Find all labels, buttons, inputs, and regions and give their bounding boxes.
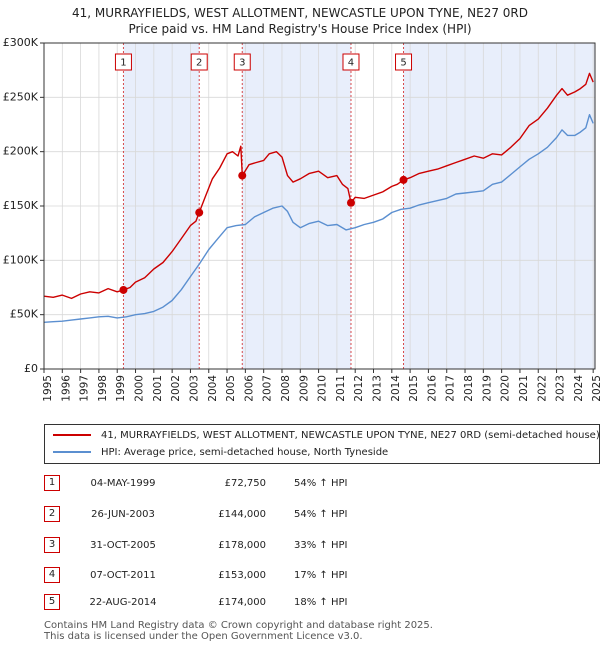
hpi-line — [43, 113, 594, 323]
x-tick-label: 2008 — [280, 375, 292, 402]
sale-point — [346, 198, 355, 207]
x-tick-label: 2016 — [426, 375, 438, 402]
sale-label: 5 — [400, 58, 406, 69]
x-tick-label: 2024 — [573, 375, 585, 402]
x-tick-label: 2015 — [408, 375, 420, 402]
sale-label-box — [342, 53, 360, 71]
footer: Contains HM Land Registry data © Crown c… — [44, 620, 433, 642]
transaction-number: 2 — [44, 506, 60, 522]
x-tick-label: 1996 — [60, 375, 72, 402]
legend: 41, MURRAYFIELDS, WEST ALLOTMENT, NEWCAS… — [44, 424, 600, 464]
transaction-date: 04-MAY-1999 — [90, 478, 156, 489]
legend-item-property: 41, MURRAYFIELDS, WEST ALLOTMENT, NEWCAS… — [53, 428, 600, 444]
x-tick-label: 1995 — [42, 375, 54, 402]
sale-point — [399, 175, 408, 184]
chart-title: 41, MURRAYFIELDS, WEST ALLOTMENT, NEWCAS… — [71, 6, 529, 20]
transaction-price: £174,000 — [218, 597, 266, 608]
x-tick-label: 2011 — [335, 375, 347, 402]
transaction-number: 1 — [44, 475, 60, 491]
x-tick-label: 2022 — [536, 375, 548, 402]
x-tick-label: 2020 — [500, 375, 512, 402]
x-tick-label: 2003 — [188, 375, 200, 402]
y-tick-label: £250K — [3, 90, 39, 103]
transaction-hpi: 54% ↑ HPI — [294, 478, 348, 489]
x-tick-label: 2005 — [225, 375, 237, 402]
sale-label-box — [233, 53, 251, 71]
x-tick-label: 2021 — [518, 375, 530, 402]
transaction-hpi: 54% ↑ HPI — [294, 509, 348, 520]
transaction-number: 5 — [44, 594, 60, 610]
transaction-date: 26-JUN-2003 — [91, 509, 155, 520]
x-tick-label: 2009 — [298, 375, 310, 402]
x-tick-label: 2025 — [591, 375, 600, 402]
plot-frame — [43, 42, 596, 370]
price-chart: 1995 1996 1997 1998 1999 2000 2001 2002 2003 2004… — [3, 36, 600, 402]
y-tick-label: £300K — [3, 36, 39, 49]
sale-label-box — [190, 53, 208, 71]
legend-item-hpi: HPI: Average price, semi-detached house,… — [53, 445, 388, 461]
x-tick-label: 2012 — [353, 375, 365, 402]
y-tick-label: £0 — [24, 362, 38, 375]
transaction-number: 3 — [44, 537, 60, 553]
transaction-price: £153,000 — [218, 570, 266, 581]
x-tick-label: 2017 — [445, 375, 457, 402]
sale-label-box — [395, 53, 413, 71]
y-tick-label: £100K — [3, 253, 39, 266]
sale-label: 2 — [196, 58, 202, 69]
legend-swatch-hpi — [53, 451, 91, 453]
x-tick-label: 2001 — [152, 375, 164, 402]
x-tick-label: 2006 — [243, 375, 255, 402]
sale-label-box — [114, 53, 132, 71]
x-tick-label: 1999 — [115, 375, 127, 402]
transaction-hpi: 33% ↑ HPI — [294, 540, 348, 551]
transaction-price: £144,000 — [218, 509, 266, 520]
transaction-date: 07-OCT-2011 — [90, 570, 156, 581]
y-tick-label: £200K — [3, 145, 39, 158]
transaction-date: 22-AUG-2014 — [89, 597, 157, 608]
sale-point — [238, 171, 247, 180]
y-tick-label: £150K — [3, 199, 39, 212]
sale-point — [195, 208, 204, 217]
x-tick-label: 2019 — [481, 375, 493, 402]
footer-copyright: Contains HM Land Registry data © Crown c… — [44, 620, 433, 631]
x-tick-label: 2002 — [170, 375, 182, 402]
legend-label-hpi: HPI: Average price, semi-detached house,… — [101, 447, 389, 458]
x-tick-label: 1998 — [97, 375, 109, 402]
x-tick-label: 2018 — [463, 375, 475, 402]
transaction-hpi: 17% ↑ HPI — [294, 570, 348, 581]
transaction-number: 4 — [44, 567, 60, 583]
sale-point — [119, 285, 128, 294]
x-tick-label: 2000 — [134, 375, 146, 402]
chart-subtitle: Price paid vs. HM Land Registry's House … — [128, 22, 472, 36]
legend-swatch-property — [53, 434, 91, 436]
x-tick-label: 2010 — [317, 375, 329, 402]
transaction-date: 31-OCT-2005 — [90, 540, 156, 551]
y-tick-label: £50K — [10, 308, 39, 321]
legend-label-property: 41, MURRAYFIELDS, WEST ALLOTMENT, NEWCAS… — [101, 430, 600, 441]
x-tick-label: 2013 — [372, 375, 384, 402]
x-tick-label: 1997 — [79, 375, 91, 402]
sale-label: 1 — [120, 58, 126, 69]
transaction-price: £72,750 — [224, 478, 266, 489]
x-tick-label: 2023 — [555, 375, 567, 402]
sale-label: 4 — [348, 58, 354, 69]
sale-label: 3 — [239, 58, 245, 69]
transaction-hpi: 18% ↑ HPI — [294, 597, 348, 608]
x-tick-label: 2004 — [207, 375, 219, 402]
x-tick-label: 2007 — [262, 375, 274, 402]
x-tick-label: 2014 — [390, 375, 402, 402]
footer-licence: This data is licensed under the Open Gov… — [44, 631, 363, 642]
transaction-price: £178,000 — [218, 540, 266, 551]
property-price-line — [43, 72, 594, 300]
